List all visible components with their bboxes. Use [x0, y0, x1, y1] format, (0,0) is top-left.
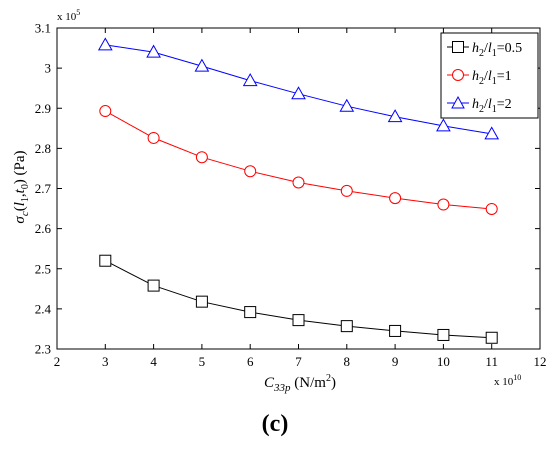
- figure-caption: (c): [262, 411, 289, 437]
- y-tick-label: 2.8: [35, 141, 51, 156]
- data-point-0: [485, 331, 498, 344]
- legend-label-0: h2/l1=0.5: [472, 41, 522, 59]
- y-axis-multiplier: x 105: [57, 8, 80, 23]
- data-point-2: [242, 73, 258, 87]
- x-axis-label: C33p (N/m2): [264, 373, 336, 394]
- x-tick-label: 5: [199, 354, 206, 369]
- legend: h2/l1=0.5 h2/l1=1 h2/l1=2: [440, 32, 539, 119]
- data-point-0: [244, 306, 257, 319]
- x-tick-label: 6: [247, 354, 254, 369]
- y-tick-label: 2.5: [35, 261, 51, 276]
- x-tick-label: 9: [392, 354, 399, 369]
- legend-item-0: h2/l1=0.5: [447, 41, 522, 59]
- x-tick-label: 4: [150, 354, 157, 369]
- data-point-1: [340, 184, 353, 197]
- x-tick-label: 2: [54, 354, 61, 369]
- legend-label-1: h2/l1=1: [472, 69, 512, 87]
- plot-marks: [97, 37, 500, 344]
- data-point-1: [195, 151, 208, 164]
- x-axis-multiplier: x 1010: [494, 373, 521, 388]
- y-tick-label: 3: [45, 61, 52, 76]
- x-tick-label: 12: [534, 354, 547, 369]
- x-tick-label: 10: [437, 354, 450, 369]
- data-point-2: [339, 98, 355, 112]
- y-tick-label: 2.4: [35, 301, 52, 316]
- data-point-1: [389, 192, 402, 205]
- data-point-1: [147, 131, 160, 144]
- data-point-1: [485, 202, 498, 215]
- data-point-1: [99, 105, 112, 118]
- y-tick-label: 2.6: [35, 221, 52, 236]
- data-point-0: [99, 254, 112, 267]
- x-tick-label: 3: [102, 354, 109, 369]
- legend-label-2: h2/l1=2: [472, 97, 512, 115]
- data-point-2: [484, 126, 500, 140]
- data-point-2: [146, 44, 161, 58]
- data-point-1: [244, 165, 257, 178]
- legend-item-1: h2/l1=1: [447, 69, 512, 87]
- data-point-0: [292, 314, 305, 327]
- data-point-0: [340, 320, 353, 333]
- x-tick-label: 7: [295, 354, 302, 369]
- data-point-0: [389, 324, 402, 337]
- data-point-0: [147, 279, 160, 292]
- x-tick-label: 11: [485, 354, 498, 369]
- data-point-0: [437, 328, 450, 341]
- data-point-2: [436, 118, 451, 132]
- data-point-1: [437, 198, 450, 211]
- legend-item-2: h2/l1=2: [447, 95, 512, 115]
- x-tick-label: 8: [344, 354, 351, 369]
- data-point-2: [194, 58, 210, 72]
- data-point-1: [292, 176, 305, 189]
- data-point-2: [97, 37, 113, 51]
- data-point-2: [291, 86, 306, 100]
- y-tick-label: 2.9: [35, 101, 51, 116]
- y-tick-label: 2.7: [35, 181, 52, 196]
- data-point-2: [387, 109, 403, 123]
- data-point-0: [195, 295, 208, 308]
- y-tick-label: 3.1: [35, 21, 51, 36]
- y-axis-label: σc(l1,t0) (Pa): [12, 150, 31, 223]
- y-tick-label: 2.3: [35, 342, 51, 357]
- ticks: 2 3 4 5 6 7 8 9 10 11 12 2.3 2.4 2.5 2.6 2.7 2.8 2.9 3 3.1: [35, 21, 547, 370]
